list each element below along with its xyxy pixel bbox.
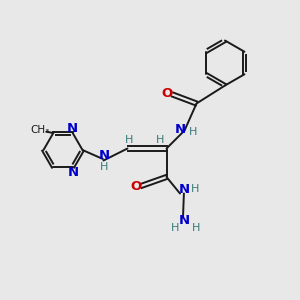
Text: O: O — [130, 180, 141, 194]
Text: N: N — [175, 123, 186, 136]
Text: N: N — [67, 122, 78, 134]
Text: N: N — [179, 214, 190, 227]
Text: H: H — [100, 161, 108, 172]
Text: O: O — [161, 87, 173, 100]
Text: H: H — [170, 223, 179, 233]
Text: N: N — [178, 183, 190, 196]
Text: N: N — [68, 166, 79, 179]
Text: H: H — [191, 184, 199, 194]
Text: H: H — [125, 135, 133, 145]
Text: N: N — [98, 148, 110, 162]
Text: CH₃: CH₃ — [30, 125, 50, 135]
Text: H: H — [156, 135, 164, 145]
Text: H: H — [191, 223, 200, 233]
Text: H: H — [188, 127, 197, 137]
